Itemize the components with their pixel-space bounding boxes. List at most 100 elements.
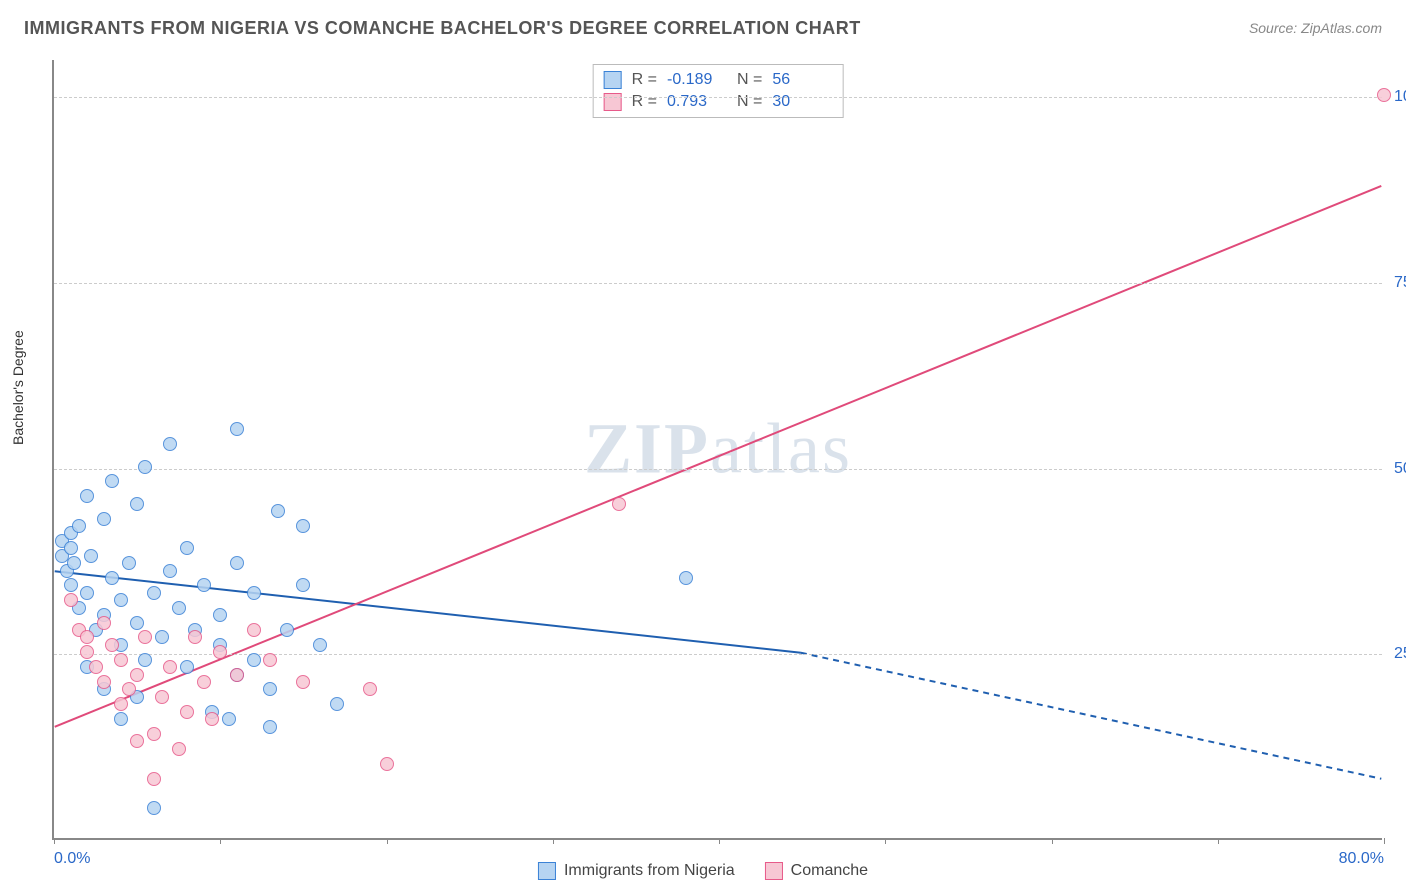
data-point [97, 512, 111, 526]
data-point [213, 645, 227, 659]
data-point [180, 705, 194, 719]
data-point [263, 682, 277, 696]
y-axis-label: Bachelor's Degree [10, 330, 26, 445]
series-legend-item: Immigrants from Nigeria [538, 862, 735, 880]
data-point [114, 712, 128, 726]
x-tick [1218, 838, 1219, 844]
correlation-legend: R =-0.189N =56R =0.793N =30 [593, 64, 844, 118]
data-point [147, 586, 161, 600]
data-point [188, 630, 202, 644]
series-label: Immigrants from Nigeria [564, 862, 735, 880]
data-point [84, 549, 98, 563]
y-tick-label: 75.0% [1384, 274, 1406, 292]
n-value: 56 [772, 71, 832, 89]
data-point [197, 675, 211, 689]
series-legend: Immigrants from Nigeria Comanche [538, 862, 868, 880]
data-point [296, 675, 310, 689]
series-label: Comanche [791, 862, 868, 880]
data-point [230, 556, 244, 570]
data-point [205, 712, 219, 726]
x-tick [54, 838, 55, 844]
data-point [67, 556, 81, 570]
data-point [64, 541, 78, 555]
data-point [114, 653, 128, 667]
data-point [64, 578, 78, 592]
data-point [263, 653, 277, 667]
data-point [280, 623, 294, 637]
legend-swatch [604, 93, 622, 111]
series-legend-item: Comanche [765, 862, 868, 880]
data-point [105, 474, 119, 488]
data-point [1377, 88, 1391, 102]
data-point [263, 720, 277, 734]
r-value: 0.793 [667, 93, 727, 111]
data-point [97, 616, 111, 630]
scatter-plot-area: ZIPatlas R =-0.189N =56R =0.793N =30 25.… [52, 60, 1382, 840]
legend-row: R =0.793N =30 [604, 91, 833, 113]
data-point [155, 690, 169, 704]
data-point [130, 734, 144, 748]
data-point [138, 460, 152, 474]
legend-swatch [604, 71, 622, 89]
data-point [89, 660, 103, 674]
data-point [163, 437, 177, 451]
y-tick-label: 25.0% [1384, 645, 1406, 663]
data-point [271, 504, 285, 518]
data-point [105, 638, 119, 652]
x-tick [1384, 838, 1385, 844]
data-point [80, 489, 94, 503]
data-point [180, 541, 194, 555]
data-point [363, 682, 377, 696]
data-point [163, 564, 177, 578]
data-point [72, 519, 86, 533]
data-point [80, 586, 94, 600]
data-point [80, 645, 94, 659]
legend-row: R =-0.189N =56 [604, 69, 833, 91]
x-tick [719, 838, 720, 844]
x-tick [553, 838, 554, 844]
data-point [230, 668, 244, 682]
data-point [155, 630, 169, 644]
gridline [54, 469, 1382, 470]
r-value: -0.189 [667, 71, 727, 89]
data-point [147, 801, 161, 815]
data-point [230, 422, 244, 436]
data-point [330, 697, 344, 711]
data-point [380, 757, 394, 771]
data-point [213, 608, 227, 622]
x-tick-label: 0.0% [54, 850, 90, 868]
data-point [222, 712, 236, 726]
data-point [97, 675, 111, 689]
trend-lines-layer [54, 60, 1382, 838]
data-point [64, 593, 78, 607]
data-point [114, 593, 128, 607]
gridline [54, 283, 1382, 284]
data-point [313, 638, 327, 652]
n-label: N = [737, 71, 762, 89]
data-point [172, 742, 186, 756]
data-point [247, 623, 261, 637]
data-point [105, 571, 119, 585]
data-point [679, 571, 693, 585]
r-label: R = [632, 93, 657, 111]
data-point [247, 586, 261, 600]
x-tick [1052, 838, 1053, 844]
legend-swatch [538, 862, 556, 880]
data-point [296, 519, 310, 533]
data-point [163, 660, 177, 674]
data-point [247, 653, 261, 667]
data-point [130, 616, 144, 630]
data-point [80, 630, 94, 644]
x-tick [220, 838, 221, 844]
source-attribution: Source: ZipAtlas.com [1249, 20, 1382, 36]
data-point [138, 630, 152, 644]
data-point [122, 682, 136, 696]
legend-swatch [765, 862, 783, 880]
data-point [130, 668, 144, 682]
x-tick-label: 80.0% [1339, 850, 1384, 868]
n-value: 30 [772, 93, 832, 111]
data-point [147, 727, 161, 741]
data-point [138, 653, 152, 667]
chart-title: IMMIGRANTS FROM NIGERIA VS COMANCHE BACH… [24, 18, 861, 39]
y-tick-label: 50.0% [1384, 460, 1406, 478]
